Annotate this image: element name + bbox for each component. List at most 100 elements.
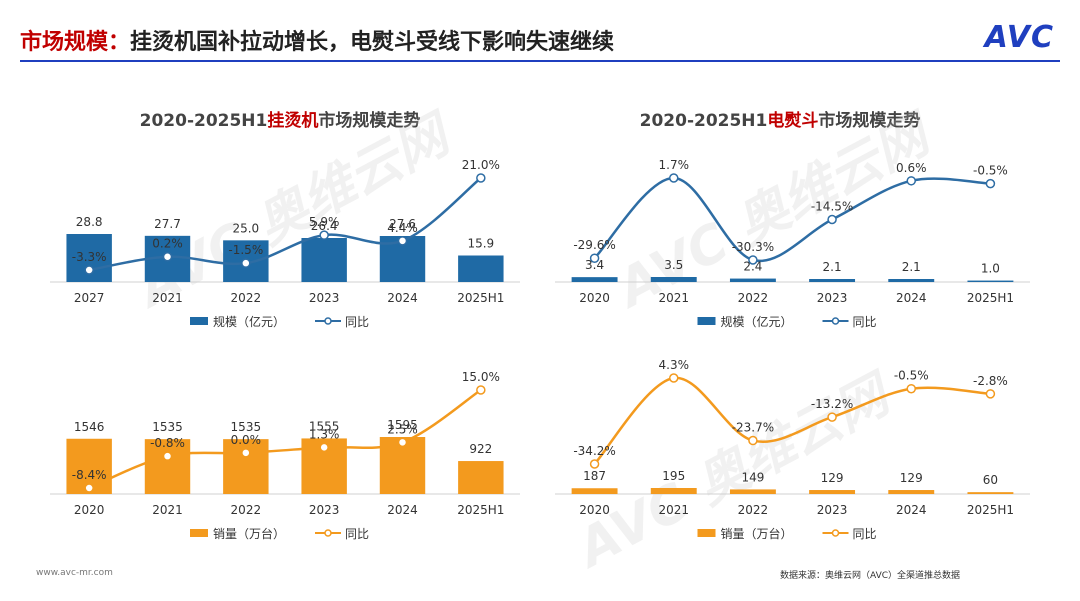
yoy-value-label: 0.2% (152, 237, 183, 251)
bar (458, 255, 504, 282)
bar (729, 278, 776, 282)
bar (458, 461, 504, 494)
bar-value-label: 2.1 (902, 260, 921, 274)
category-label: 2022 (738, 503, 769, 517)
chart-1 (50, 173, 520, 325)
yoy-value-label: 4.3% (659, 358, 690, 372)
legend-bar-swatch (697, 317, 716, 325)
yoy-point (476, 385, 486, 395)
bar-value-label: 1535 (152, 420, 183, 434)
chart-title-left-pre: 2020-2025H1 (139, 111, 268, 131)
header-divider (20, 60, 1060, 62)
category-label: 2025H1 (967, 503, 1014, 517)
category-label: 2023 (309, 291, 340, 305)
yoy-point (906, 383, 916, 394)
bar-value-label: 195 (662, 469, 685, 483)
yoy-value-label: 0.6% (896, 161, 927, 175)
page-title-prefix: 市场规模： (20, 30, 131, 55)
yoy-value-label: 2.5% (387, 422, 418, 436)
legend-bar-swatch (697, 529, 716, 537)
yoy-point (241, 448, 251, 458)
bar-value-label: 27.6 (389, 217, 416, 231)
bar-value-label: 129 (821, 471, 844, 485)
page-title-main: 挂烫机国补拉动增长，电熨斗受线下影响失速继续 (130, 30, 615, 55)
yoy-point (319, 442, 329, 453)
yoy-point (748, 255, 758, 265)
yoy-value-label: -8.4% (72, 468, 107, 482)
legend-line-marker (831, 529, 840, 537)
bar-value-label: 2.1 (823, 260, 842, 274)
bar (809, 490, 856, 494)
bar-value-label: 922 (469, 442, 492, 456)
bar-value-label: 1.0 (981, 262, 1000, 276)
legend-bar-label: 销量（万台） (721, 526, 793, 541)
yoy-point (589, 459, 600, 469)
category-label: 2024 (896, 291, 927, 305)
category-label: 2021 (152, 503, 183, 517)
legend-line-label: 同比 (853, 315, 877, 329)
bar-value-label: 1595 (387, 418, 418, 432)
yoy-value-label: -30.3% (732, 240, 774, 254)
legend-bar-label: 规模（亿元） (213, 314, 285, 329)
yoy-value-label: -1.5% (228, 243, 263, 257)
category-label: 2023 (817, 503, 848, 517)
legend-line-label: 同比 (345, 527, 369, 541)
yoy-point (319, 230, 329, 240)
category-label: 2025H1 (967, 291, 1014, 305)
bar-value-label: 1535 (231, 420, 262, 434)
yoy-value-label: 1.3% (309, 427, 340, 441)
category-label: 2025H1 (457, 503, 504, 517)
yoy-value-label: 0.0% (231, 433, 262, 447)
bar-value-label: 60 (983, 473, 998, 487)
category-label: 2022 (231, 291, 262, 305)
yoy-point (162, 451, 173, 461)
yoy-point (397, 437, 408, 448)
category-label: 2022 (231, 503, 262, 517)
bar-value-label: 27.7 (154, 217, 181, 231)
category-label: 2020 (74, 503, 105, 517)
chart-title-right-highlight: 电熨斗 (767, 111, 819, 131)
bar (650, 277, 697, 282)
yoy-line (593, 176, 991, 263)
bar-value-label: 26.4 (311, 219, 338, 233)
bar (144, 439, 191, 494)
category-label: 2020 (579, 503, 610, 517)
chart-3 (50, 385, 520, 537)
footer-website: www.avc-mr.com (36, 568, 113, 578)
bar (809, 279, 856, 282)
yoy-value-label: -2.8% (973, 374, 1008, 388)
chart-title-right-pre: 2020-2025H1 (639, 111, 768, 131)
chart-2 (555, 173, 1030, 325)
yoy-value-label: -23.7% (732, 421, 774, 435)
yoy-line (593, 376, 991, 465)
avc-logo: AVC (984, 20, 1054, 55)
yoy-value-label: -0.5% (894, 369, 929, 383)
bar-value-label: 15.9 (467, 237, 494, 251)
category-label: 2022 (738, 291, 769, 305)
category-label: 2023 (817, 291, 848, 305)
chart-title-right-post: 市场规模走势 (818, 111, 921, 131)
bar-value-label: 3.4 (585, 258, 604, 272)
yoy-point (985, 178, 996, 189)
category-label: 2021 (658, 291, 689, 305)
bar (967, 280, 1014, 282)
yoy-point (985, 389, 996, 399)
bar-value-label: 149 (741, 470, 764, 484)
bar (967, 492, 1014, 494)
legend-bar-label: 销量（万台） (213, 526, 285, 541)
legend-line-marker (831, 317, 840, 325)
yoy-point (669, 373, 679, 383)
chart-title-left-highlight: 挂烫机 (267, 111, 319, 131)
bar-value-label: 2.4 (743, 260, 762, 274)
category-label: 2024 (896, 503, 927, 517)
bar-value-label: 129 (900, 471, 923, 485)
yoy-point (669, 173, 679, 183)
yoy-point (84, 483, 94, 493)
bar (571, 277, 618, 282)
yoy-value-label: -29.6% (573, 238, 615, 252)
yoy-point (827, 214, 837, 225)
bar-value-label: 3.5 (664, 258, 683, 272)
legend-line-label: 同比 (853, 527, 877, 541)
bar (729, 489, 776, 494)
